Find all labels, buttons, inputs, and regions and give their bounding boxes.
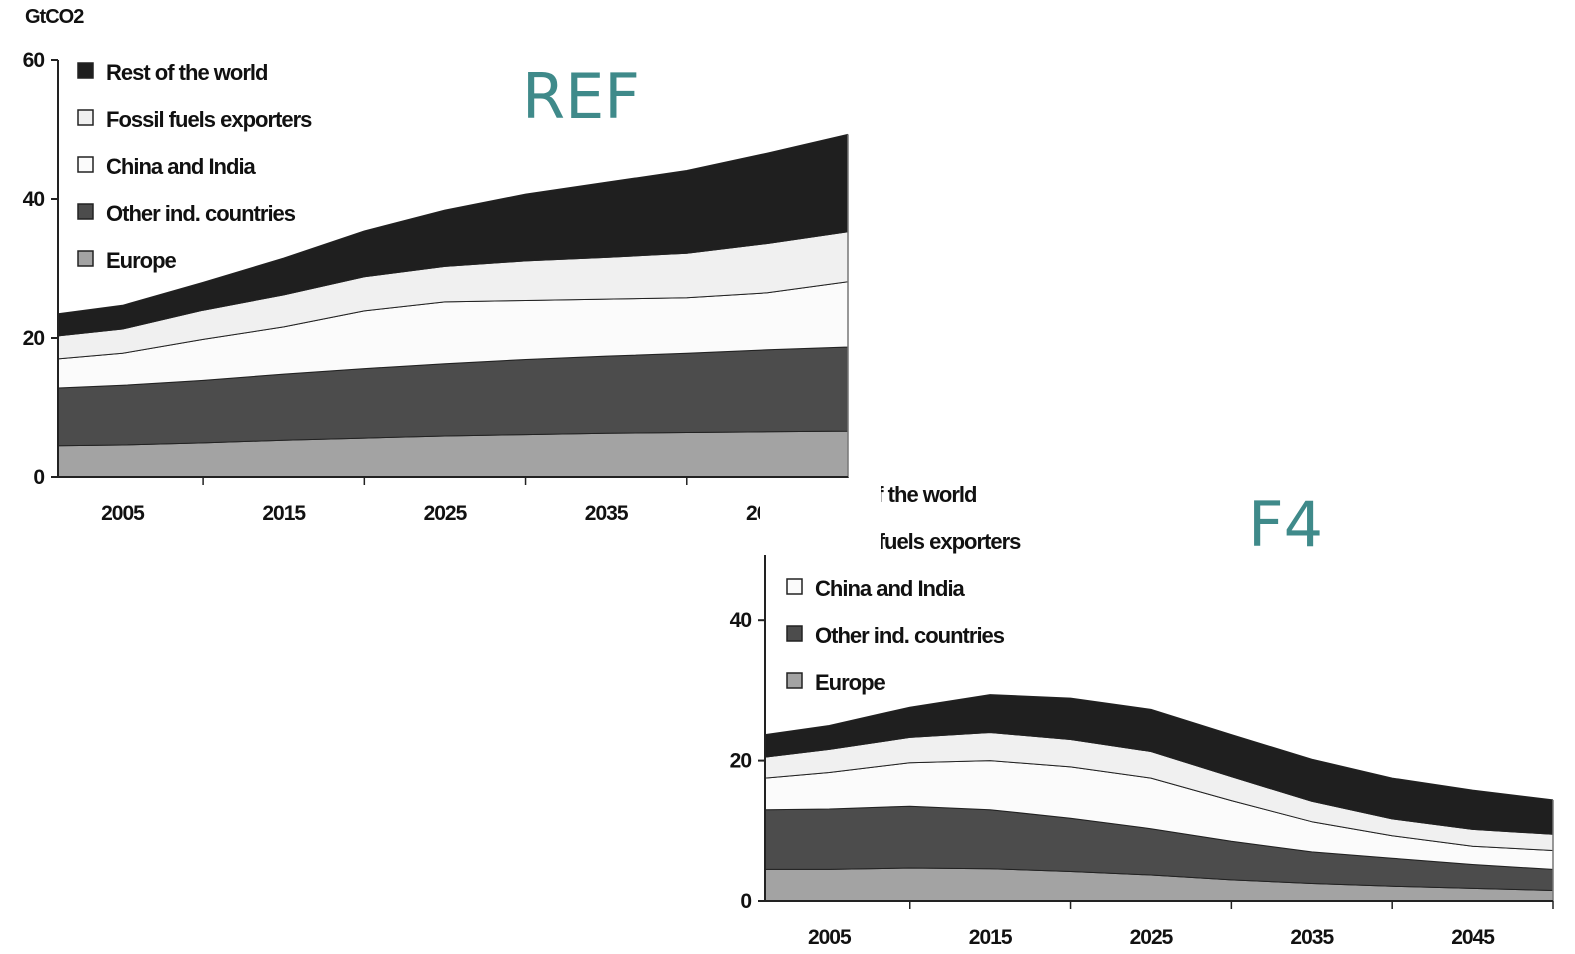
legend-label-china-and-india: China and India <box>815 576 966 601</box>
legend-swatch-rest-of-the-world <box>77 62 94 79</box>
legend-swatch-europe <box>786 672 803 689</box>
legend-label-europe: Europe <box>106 248 177 273</box>
legend-occluder <box>760 478 881 554</box>
legend-label-other-ind-countries: Other ind. countries <box>815 623 1005 648</box>
unit-label: GtCO2 <box>25 6 84 28</box>
y-tick-label: 20 <box>23 327 45 350</box>
chart-title-ref: REF <box>522 60 640 133</box>
legend-ref: Rest of the world Fossil fuels exporters C… <box>77 60 313 273</box>
x-tick-label: 2045 <box>1451 926 1495 949</box>
chart-title-f4: F4 <box>1248 488 1324 561</box>
y-tick-label: 60 <box>23 49 45 72</box>
x-tick-label: 2015 <box>262 502 306 525</box>
legend-label-other-ind-countries: Other ind. countries <box>106 201 296 226</box>
legend-label-europe: Europe <box>815 670 886 695</box>
legend-swatch-other-ind-countries <box>77 203 94 220</box>
legend-label-rest-of-the-world: Rest of the world <box>106 60 267 85</box>
legend-label-china-and-india: China and India <box>106 154 257 179</box>
legend-label-fossil-fuels-exporters: Fossil fuels exporters <box>106 107 312 132</box>
y-tick-label: 40 <box>730 609 752 632</box>
legend-swatch-other-ind-countries <box>786 625 803 642</box>
y-tick-label: 0 <box>740 890 751 913</box>
legend-swatch-china-and-india <box>786 578 803 595</box>
y-tick-label: 20 <box>730 750 752 773</box>
x-tick-label: 2025 <box>424 502 468 525</box>
x-tick-label: 2005 <box>808 926 852 949</box>
chart-ref: 020406020052015202520352045Rest of the w… <box>23 49 849 525</box>
x-tick-label: 2035 <box>1290 926 1334 949</box>
area-ref-rest-of-the-world <box>58 133 848 337</box>
y-tick-label: 0 <box>33 466 44 489</box>
areas-ref <box>58 133 848 477</box>
areas-f4 <box>765 694 1553 901</box>
legend-swatch-fossil-fuels-exporters <box>77 109 94 126</box>
chart-f4: 0 20 40 2005 2015 2025 2035 2045 Rest of the wor… <box>730 478 1554 949</box>
x-tick-label: 2015 <box>969 926 1013 949</box>
legend-swatch-china-and-india <box>77 156 94 173</box>
area-f4-rest-of-the-world <box>765 694 1553 835</box>
x-tick-label: 2035 <box>585 502 629 525</box>
x-tick-label: 2025 <box>1130 926 1174 949</box>
x-tick-label: 2005 <box>101 502 145 525</box>
legend-swatch-europe <box>77 250 94 267</box>
y-tick-label: 40 <box>23 188 45 211</box>
